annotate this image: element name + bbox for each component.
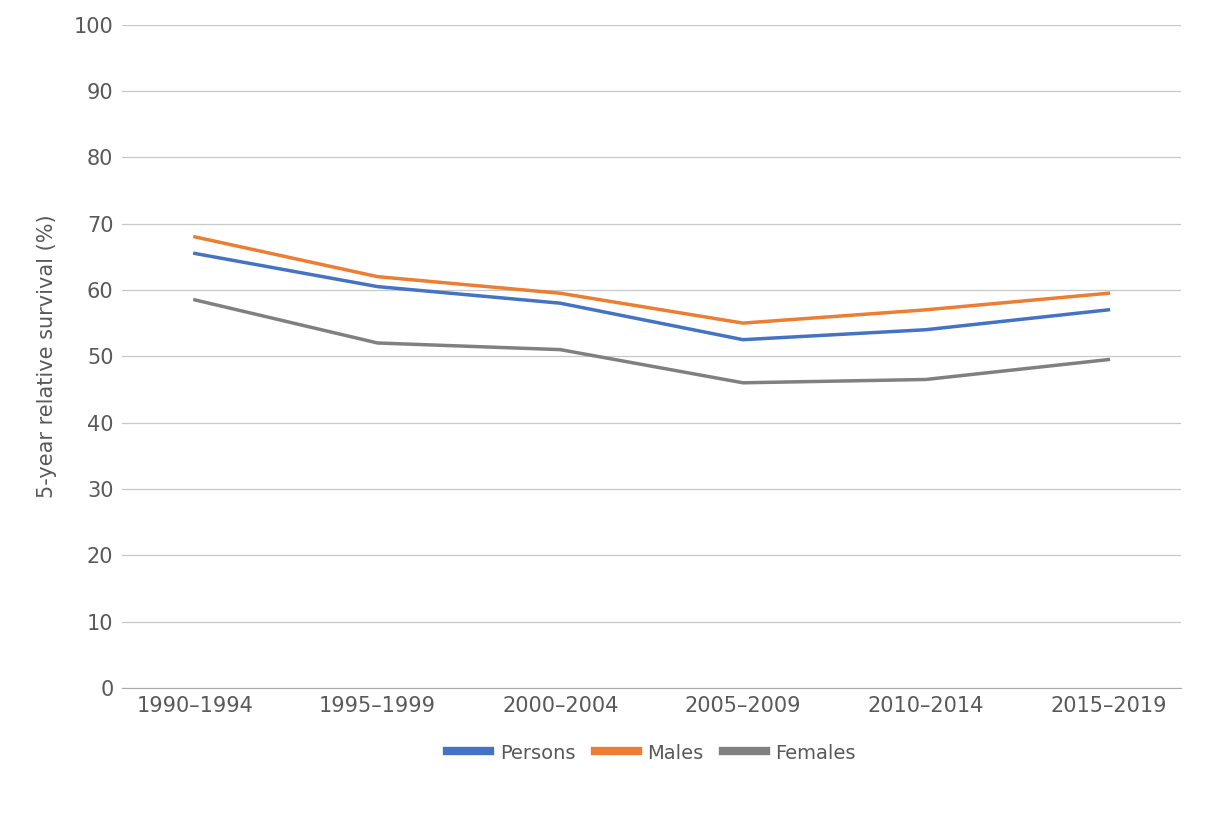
Persons (736, 335, 750, 345)
Line: Persons: Persons (195, 253, 1108, 340)
Persons (553, 298, 568, 308)
Females (553, 345, 568, 355)
Males (918, 305, 933, 314)
Females (1101, 355, 1116, 364)
Persons (1101, 305, 1116, 314)
Y-axis label: 5-year relative survival (%): 5-year relative survival (%) (37, 215, 57, 498)
Males (188, 232, 202, 242)
Legend: Persons, Males, Females: Persons, Males, Females (440, 735, 864, 771)
Persons (370, 282, 385, 292)
Males (1101, 288, 1116, 298)
Females (370, 338, 385, 348)
Line: Females: Females (195, 300, 1108, 382)
Males (553, 288, 568, 298)
Males (370, 272, 385, 282)
Females (188, 295, 202, 305)
Females (736, 378, 750, 387)
Males (736, 319, 750, 328)
Persons (918, 325, 933, 335)
Females (918, 374, 933, 384)
Persons (188, 248, 202, 258)
Line: Males: Males (195, 237, 1108, 324)
